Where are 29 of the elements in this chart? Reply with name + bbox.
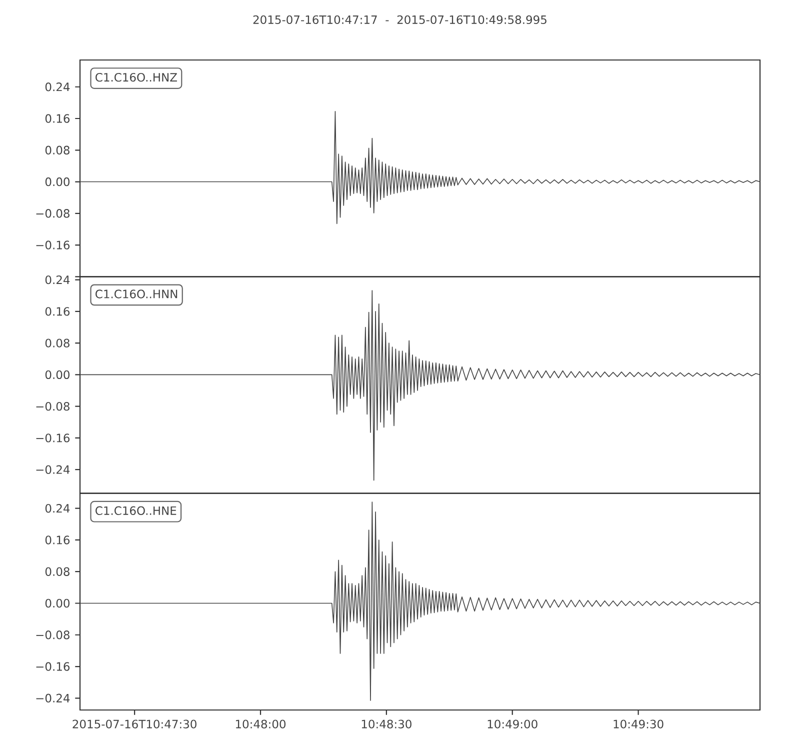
y-tick-label: 0.08	[45, 338, 70, 348]
y-tick-label: 0.24	[45, 504, 70, 513]
chart-title: 2015-07-16T10:47:17 - 2015-07-16T10:49:58.995	[253, 15, 546, 24]
y-tick-label: 0.08	[45, 567, 70, 576]
x-tick-label: 10:49:00	[488, 720, 538, 728]
y-tick-label: 0.24	[45, 82, 70, 92]
y-tick-label: −0.16	[36, 662, 70, 671]
x-tick-label: 10:48:00	[236, 720, 286, 728]
y-tick-label: −0.08	[36, 209, 70, 218]
y-tick-label: −0.24	[36, 694, 70, 702]
x-tick-label: 2015-07-16T10:47:30	[72, 720, 196, 728]
text: C1.C16O..HNE	[96, 506, 176, 515]
y-tick-label: −0.24	[36, 465, 70, 474]
y-tick-label: 0.16	[45, 307, 70, 316]
y-tick-label: 0.00	[45, 598, 70, 608]
x-tick-label: 10:49:30	[614, 720, 664, 728]
y-tick-label: −0.16	[36, 434, 70, 442]
x-tick-label: 10:48:30	[362, 720, 412, 728]
y-tick-label: 0.00	[45, 370, 70, 380]
y-tick-label: −0.08	[36, 630, 70, 640]
y-tick-label: 0.16	[45, 536, 70, 544]
text: C1.C16O..HNZ	[96, 72, 177, 82]
y-tick-label: −0.16	[36, 240, 70, 250]
y-tick-label: 0.16	[45, 114, 70, 123]
y-tick-label: 0.08	[45, 146, 70, 154]
y-tick-label: 0.24	[45, 275, 70, 284]
y-tick-label: −0.08	[36, 402, 70, 411]
text: C1.C16O..HNN	[96, 290, 178, 298]
y-tick-label: 0.00	[45, 177, 70, 186]
